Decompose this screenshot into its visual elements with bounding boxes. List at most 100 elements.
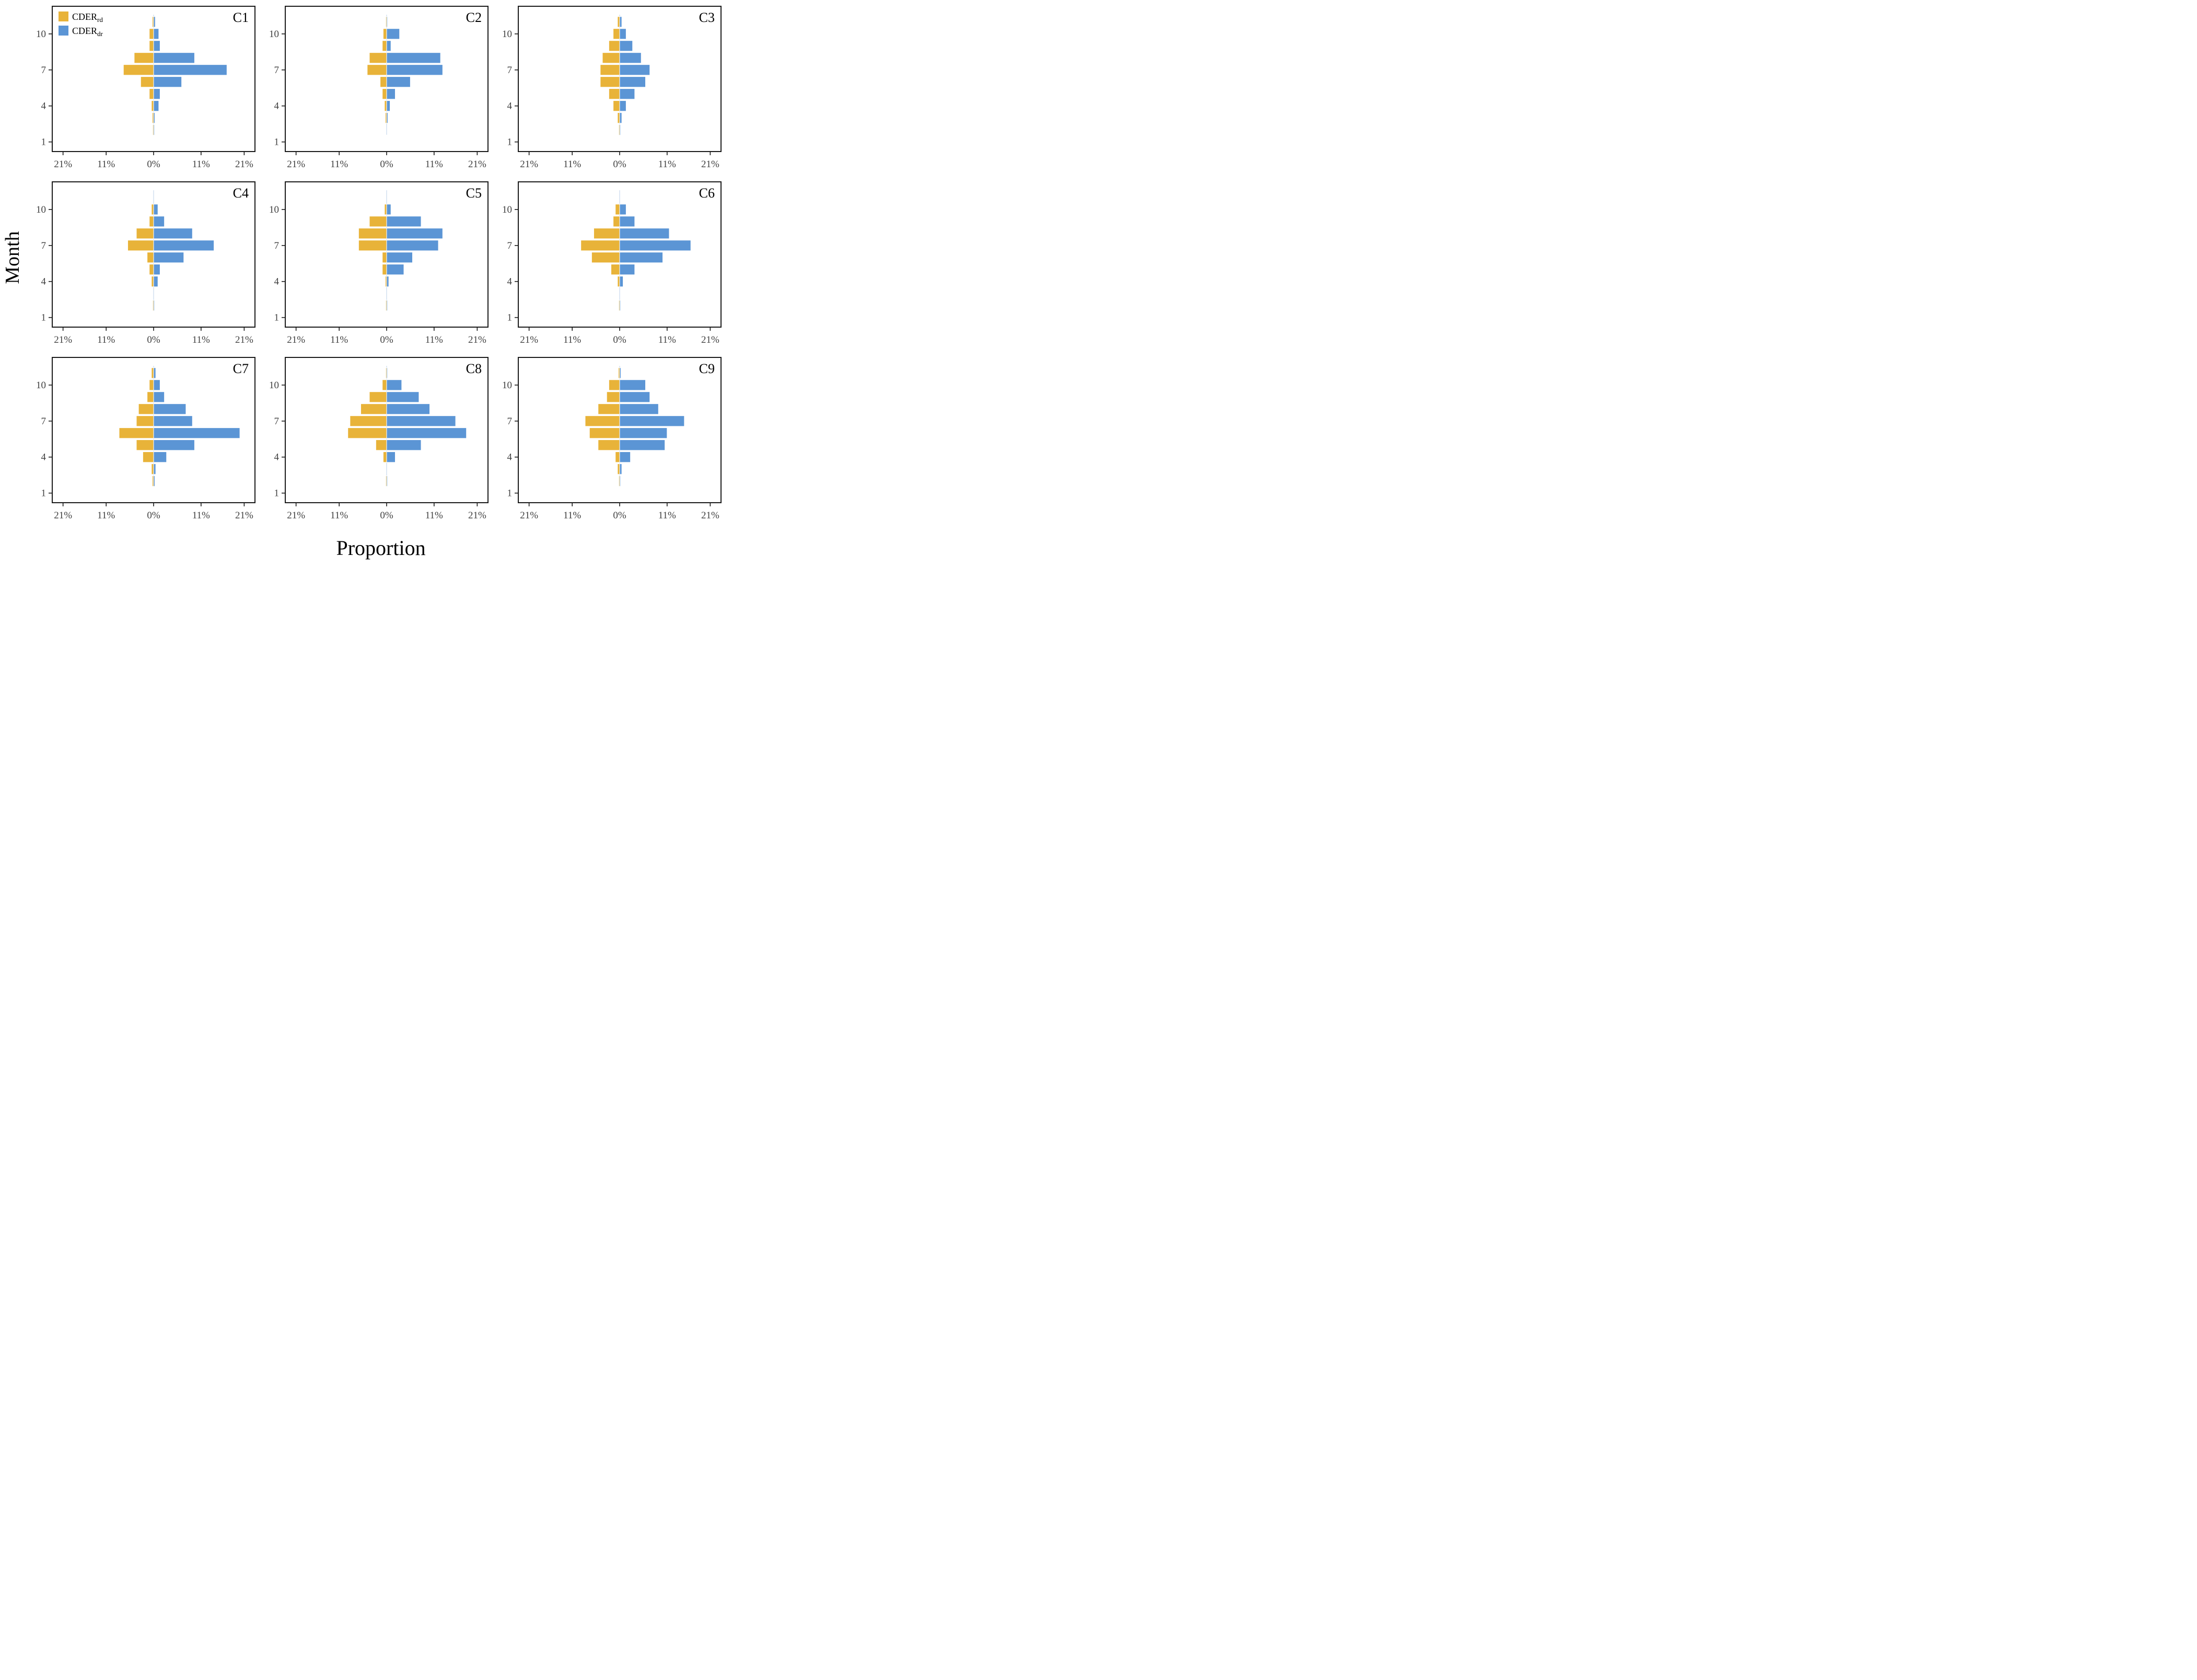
bar-dr-month-2: [153, 300, 155, 311]
bar-dr-month-3: [153, 464, 156, 475]
bar-dr-month-9: [153, 216, 165, 227]
bar-dr-month-9: [386, 40, 391, 52]
bar-dr-month-8: [619, 403, 659, 415]
bar-rd-month-6: [140, 76, 154, 88]
legend-label-dr: CDERdr: [72, 26, 103, 38]
bar-dr-month-7: [386, 415, 456, 427]
bar-rd-month-5: [136, 439, 154, 451]
panel-label-c5: C5: [466, 186, 482, 201]
panel-label-c2: C2: [466, 10, 482, 25]
bar-dr-month-4: [386, 451, 396, 463]
bar-dr-month-9: [619, 40, 633, 52]
panel-svg-c9: 21% 11% 0% 11% 21% 1 4 7 10 C9: [502, 357, 722, 521]
y-tick-label: 4: [507, 452, 513, 463]
bars-cder-dr: [153, 16, 227, 136]
y-tick-label: 10: [36, 204, 46, 215]
bar-dr-month-5: [153, 439, 195, 451]
bar-rd-month-9: [147, 391, 154, 403]
panel-svg-c6: 21% 11% 0% 11% 21% 1 4 7 10 C6: [502, 181, 722, 345]
bar-dr-month-9: [153, 391, 165, 403]
bar-dr-month-6: [386, 76, 411, 88]
bar-dr-month-4: [153, 100, 159, 112]
bar-rd-month-10: [382, 379, 387, 391]
y-tick-label: 1: [507, 137, 513, 148]
bar-rd-month-6: [380, 76, 387, 88]
bar-dr-month-10: [386, 204, 391, 215]
bar-dr-month-6: [153, 76, 182, 88]
x-tick-label: 0%: [380, 510, 393, 521]
x-tick-label: 21%: [468, 159, 486, 170]
bar-rd-month-9: [613, 216, 620, 227]
bar-rd-month-7: [350, 415, 387, 427]
y-tick-label: 10: [502, 380, 512, 391]
bar-dr-month-5: [153, 88, 160, 100]
bar-rd-month-4: [142, 451, 154, 463]
y-tick-label: 7: [41, 240, 47, 251]
y-tick-label: 10: [36, 29, 46, 40]
bar-rd-month-5: [608, 88, 620, 100]
panel-label-c9: C9: [699, 361, 715, 376]
panel-c2: 21% 11% 0% 11% 21% 1 4 7 10 C2: [261, 2, 493, 177]
x-tick-label: 0%: [380, 159, 393, 170]
bar-dr-month-8: [153, 228, 193, 239]
bar-rd-month-8: [369, 52, 387, 64]
bar-rd-month-7: [127, 240, 154, 251]
bar-rd-month-9: [149, 216, 154, 227]
bar-dr-month-6: [153, 252, 184, 263]
bar-dr-month-7: [619, 415, 685, 427]
x-tick-label: 21%: [520, 334, 538, 345]
bars-cder-rd: [585, 367, 620, 487]
x-tick-label: 11%: [97, 159, 115, 170]
bar-dr-month-11: [386, 367, 388, 379]
bar-rd-month-7: [580, 240, 620, 251]
y-tick-label: 1: [507, 488, 513, 499]
bar-dr-month-2: [386, 300, 388, 311]
y-tick-label: 1: [41, 312, 47, 323]
y-tick-label: 1: [41, 137, 47, 148]
bar-dr-month-10: [619, 379, 646, 391]
x-tick-label: 11%: [563, 159, 581, 170]
panel-label-c6: C6: [699, 186, 715, 201]
bar-rd-month-5: [598, 439, 620, 451]
panel-label-c7: C7: [233, 361, 249, 376]
x-tick-label: 11%: [658, 159, 676, 170]
x-tick-label: 21%: [235, 334, 253, 345]
bar-rd-month-7: [585, 415, 620, 427]
bar-dr-month-10: [619, 204, 626, 215]
y-tick-label: 10: [502, 204, 512, 215]
panel-c1: 21% 11% 0% 11% 21% 1 4 7 10 C1 CDERrd CDERdr: [28, 2, 260, 177]
bar-rd-month-11: [617, 16, 620, 28]
x-tick-label: 21%: [520, 159, 538, 170]
x-tick-label: 21%: [287, 334, 305, 345]
bar-dr-month-4: [386, 100, 391, 112]
panel-svg-c8: 21% 11% 0% 11% 21% 1 4 7 10 C8: [269, 357, 489, 521]
bars-cder-rd: [127, 204, 154, 311]
bar-rd-month-10: [615, 204, 620, 215]
bar-rd-month-8: [593, 228, 620, 239]
x-tick-label: 11%: [658, 510, 676, 521]
y-tick-label: 4: [41, 276, 47, 287]
x-tick-label: 11%: [192, 334, 210, 345]
bar-dr-month-6: [619, 76, 646, 88]
bar-dr-month-5: [619, 88, 635, 100]
y-axis-label: Month: [2, 231, 24, 284]
bar-rd-month-8: [138, 403, 154, 415]
y-tick-label: 1: [274, 312, 280, 323]
bar-dr-month-11: [619, 367, 621, 379]
legend-swatch-rd: [59, 11, 68, 21]
bar-rd-month-11: [151, 367, 154, 379]
y-tick-label: 7: [507, 240, 513, 251]
bar-dr-month-3: [386, 112, 388, 124]
y-tick-label: 4: [507, 276, 513, 287]
y-tick-label: 7: [41, 65, 47, 76]
x-axis-label: Proportion: [336, 536, 426, 560]
bar-rd-month-10: [384, 204, 387, 215]
bar-dr-month-8: [386, 403, 431, 415]
bars-cder-dr: [153, 367, 240, 487]
panel-c5: 21% 11% 0% 11% 21% 1 4 7 10 C5: [261, 178, 493, 352]
bar-dr-month-9: [619, 391, 650, 403]
panel-c6: 21% 11% 0% 11% 21% 1 4 7 10 C6: [494, 178, 726, 352]
bar-rd-month-5: [382, 264, 387, 275]
bar-rd-month-5: [149, 264, 154, 275]
panel-label-c3: C3: [699, 10, 715, 25]
